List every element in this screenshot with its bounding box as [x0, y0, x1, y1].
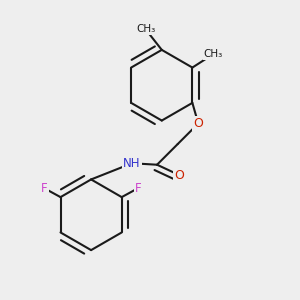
Text: NH: NH	[123, 157, 141, 170]
Text: CH₃: CH₃	[203, 49, 223, 59]
Text: O: O	[174, 169, 184, 182]
Text: O: O	[193, 117, 203, 130]
Text: F: F	[135, 182, 141, 195]
Text: CH₃: CH₃	[136, 24, 155, 34]
Text: F: F	[41, 182, 48, 195]
